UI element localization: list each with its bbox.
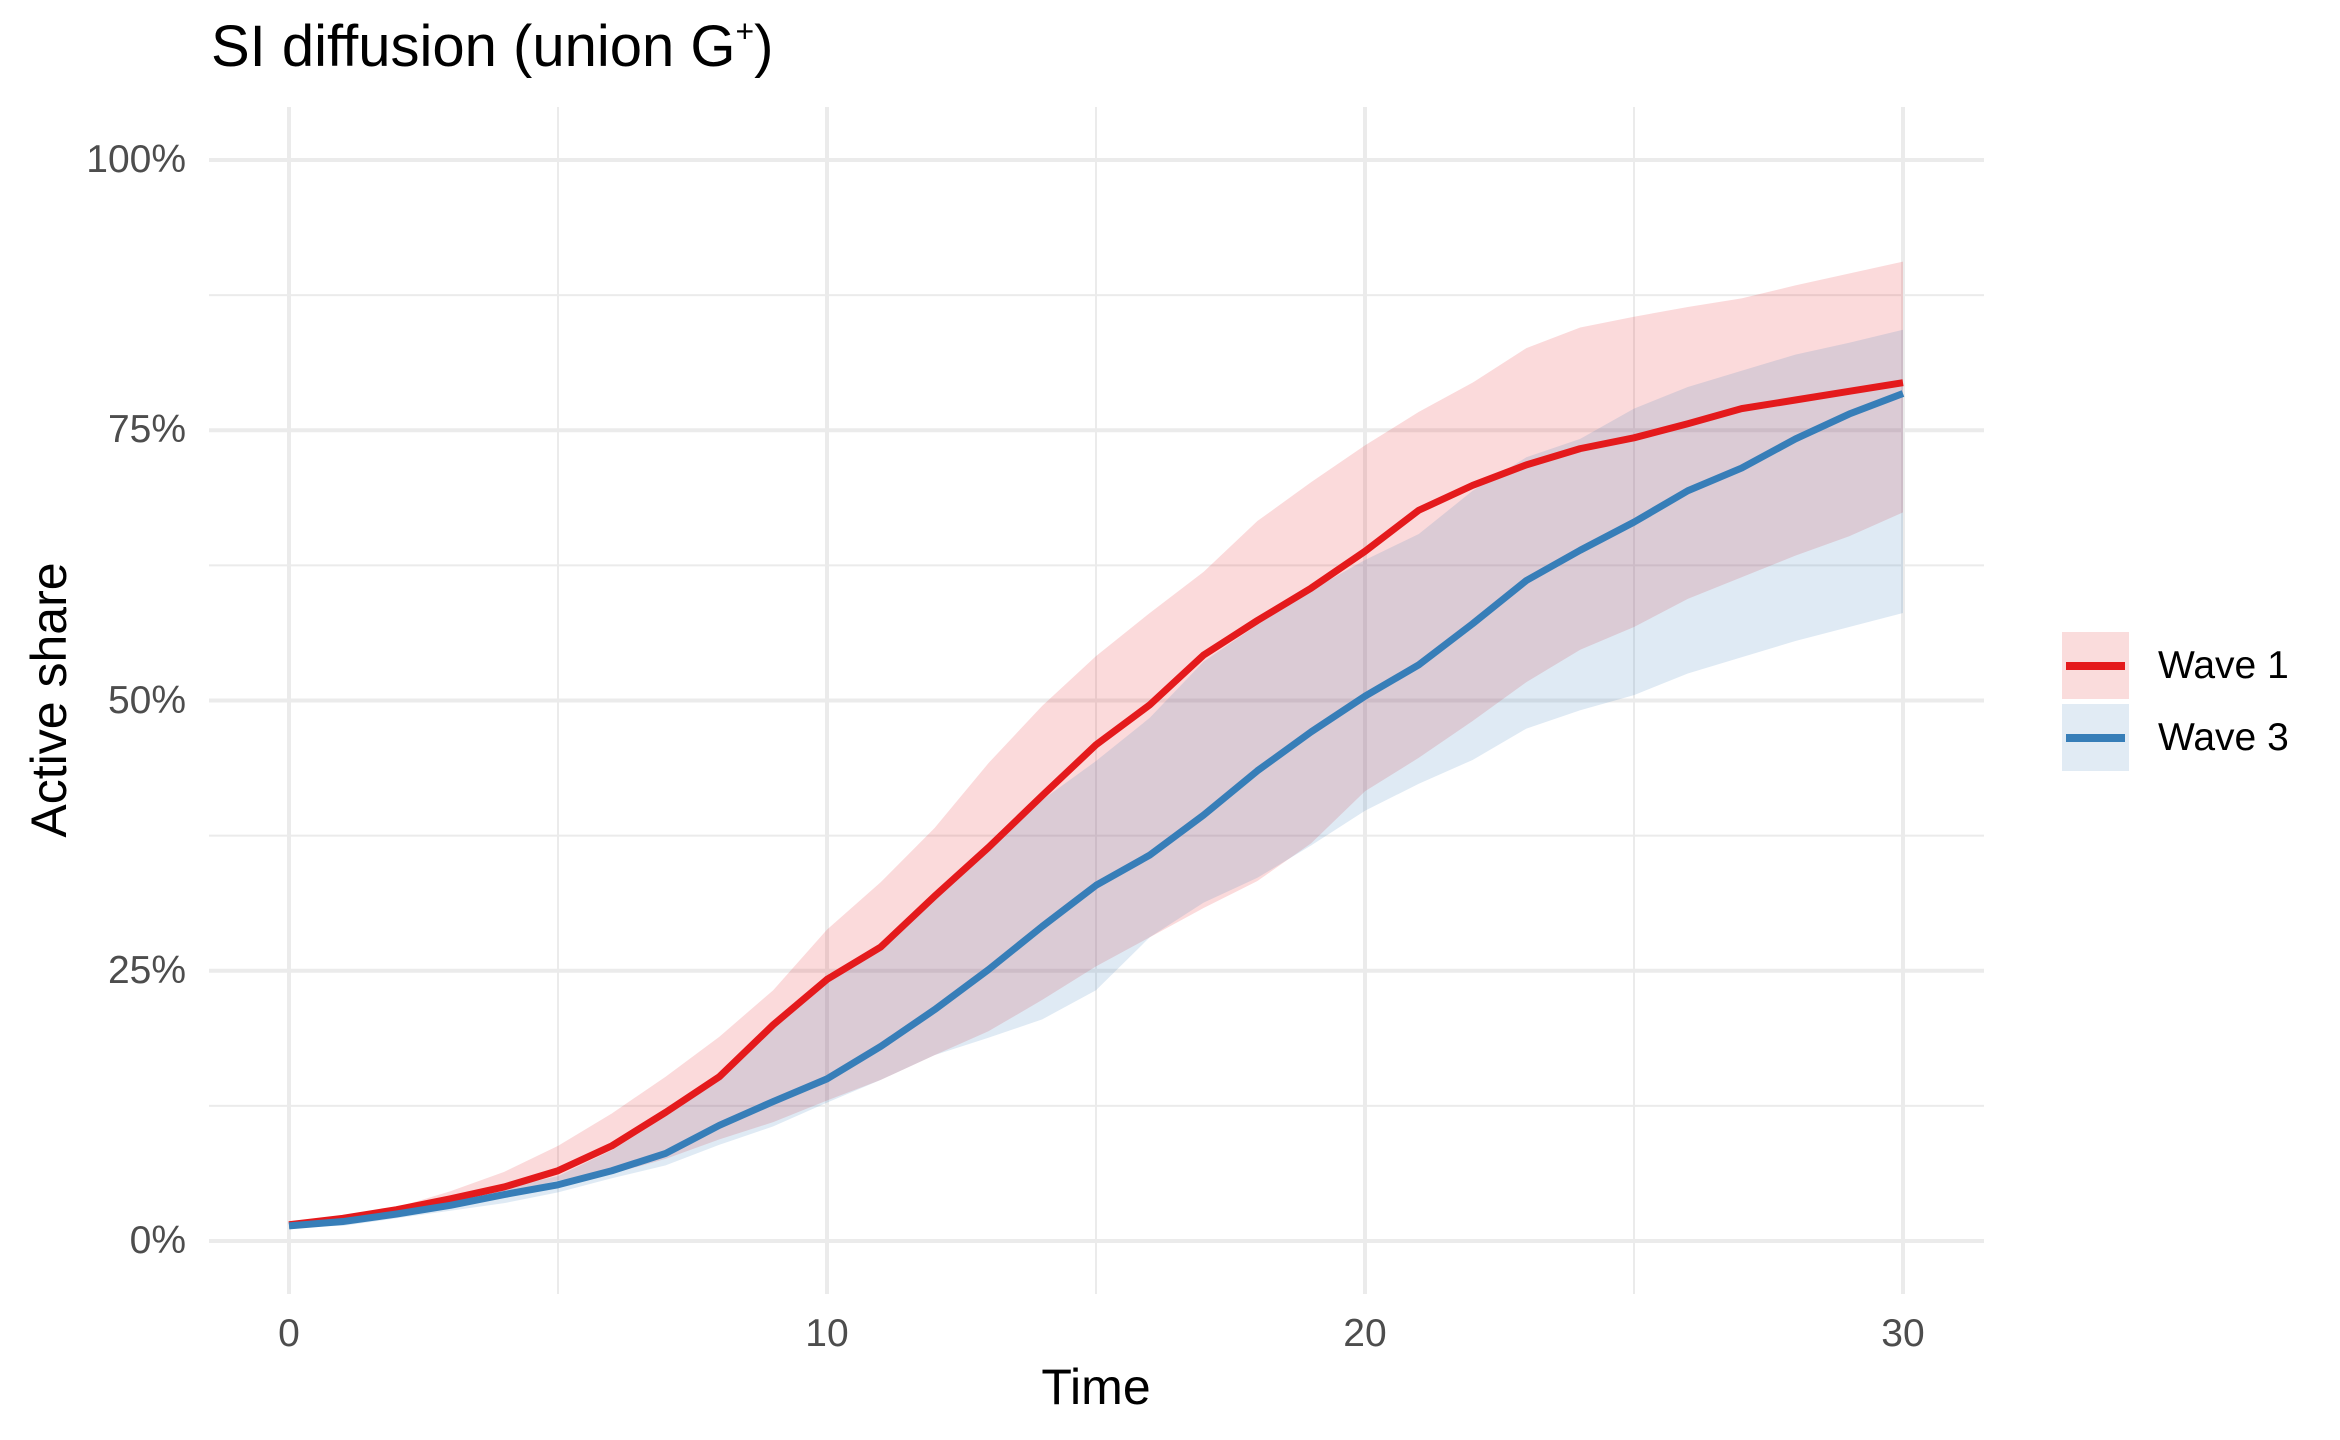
- legend: Wave 1 Wave 3: [2062, 632, 2289, 776]
- x-tick-label: 30: [1881, 1312, 1925, 1355]
- y-tick-label: 100%: [86, 138, 186, 181]
- legend-item-wave-1: Wave 1: [2062, 632, 2289, 699]
- y-tick-label: 25%: [107, 948, 186, 992]
- x-tick-label: 10: [805, 1312, 849, 1355]
- y-tick-label: 75%: [107, 408, 186, 452]
- line-wave-1: [288, 379, 1904, 1229]
- line-wave-3: [288, 390, 1905, 1230]
- legend-label: Wave 3: [2158, 715, 2289, 759]
- y-tick-label: 50%: [107, 678, 186, 722]
- y-axis-title: Active share: [21, 562, 77, 838]
- legend-line-icon: [2066, 734, 2125, 742]
- chart-title: SI diffusion (union G+): [211, 13, 774, 79]
- legend-key-wave-1: [2062, 632, 2129, 699]
- x-tick-label: 20: [1343, 1312, 1387, 1355]
- gridlines: [209, 107, 1984, 1294]
- ribbon-wave-3: [289, 329, 1903, 1227]
- legend-item-wave-3: Wave 3: [2062, 704, 2289, 771]
- series-lines: [288, 379, 1905, 1230]
- y-tick-label: 0%: [129, 1219, 186, 1262]
- legend-key-wave-3: [2062, 704, 2129, 771]
- legend-label: Wave 1: [2158, 643, 2289, 687]
- x-axis-title: Time: [1041, 1359, 1151, 1415]
- legend-line-icon: [2066, 662, 2125, 670]
- x-tick-label: 0: [278, 1312, 300, 1355]
